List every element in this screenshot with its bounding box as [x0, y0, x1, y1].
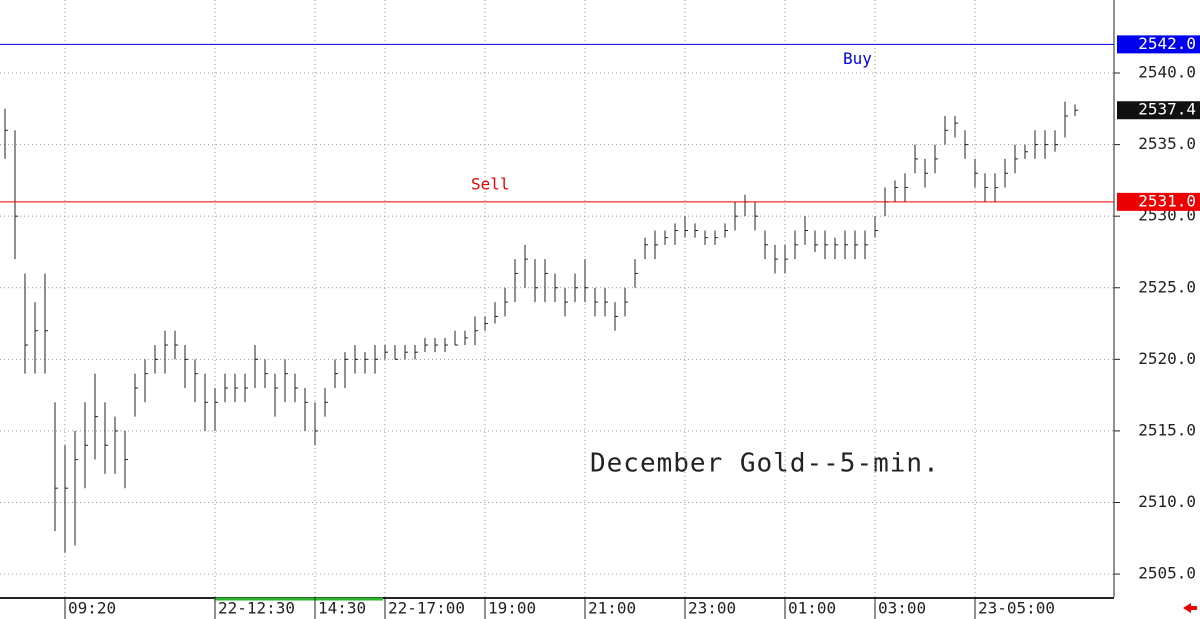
y-tick-label: 2520.0 [1138, 349, 1196, 368]
last-price-label: 2537.4 [1138, 100, 1196, 119]
y-tick-label: 2540.0 [1138, 63, 1196, 82]
y-tick-label: 2525.0 [1138, 277, 1196, 296]
x-tick-label: 22-12:30 [218, 599, 295, 618]
x-tick-label: 23-05:00 [978, 599, 1055, 618]
scroll-arrow[interactable] [1183, 603, 1197, 613]
y-tick-label: 2515.0 [1138, 420, 1196, 439]
x-tick-label: 22-17:00 [388, 599, 465, 618]
x-tick-label: 03:00 [878, 599, 926, 618]
level-label: 2531.0 [1138, 191, 1196, 210]
x-tick-label: 21:00 [588, 599, 636, 618]
x-tick-label: 14:30 [318, 599, 366, 618]
x-tick-label: 01:00 [788, 599, 836, 618]
chart-title: December Gold--5-min. [590, 449, 940, 479]
level-box [1117, 192, 1200, 211]
y-tick-label: 2510.0 [1138, 492, 1196, 511]
level-name: Buy [843, 49, 872, 68]
x-tick-label: 23:00 [688, 599, 736, 618]
x-tick-label: 09:20 [68, 599, 116, 618]
level-label: 2542.0 [1138, 34, 1196, 53]
y-tick-label: 2535.0 [1138, 134, 1196, 153]
level-box [1117, 35, 1200, 54]
y-tick-label: 2505.0 [1138, 564, 1196, 583]
last-price-box [1117, 101, 1200, 120]
level-name: Sell [471, 174, 510, 193]
x-tick-label: 19:00 [488, 599, 536, 618]
